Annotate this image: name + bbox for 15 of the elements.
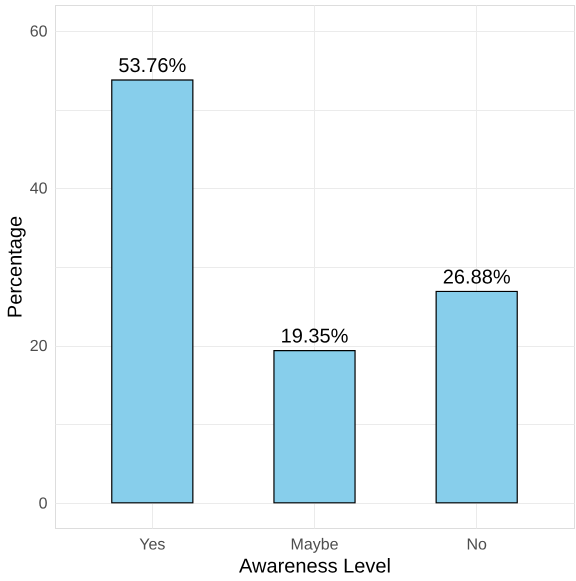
y-tick-label: 0 [38, 495, 48, 512]
y-tick-label: 40 [30, 180, 48, 198]
data-label: 19.35% [280, 326, 349, 348]
x-tick-label: Yes [139, 536, 166, 554]
data-label: 26.88% [442, 266, 511, 288]
bar [111, 79, 194, 504]
y-tick-label: 60 [30, 23, 48, 40]
y-axis-title: Percentage [4, 216, 27, 318]
bar [273, 350, 356, 504]
x-axis-title: Awareness Level [239, 556, 391, 578]
bar [436, 290, 518, 504]
y-tick-label: 20 [30, 338, 48, 356]
x-tick-label: No [466, 536, 488, 554]
x-tick-label: Maybe [290, 536, 339, 554]
data-label: 53.76% [118, 55, 186, 78]
